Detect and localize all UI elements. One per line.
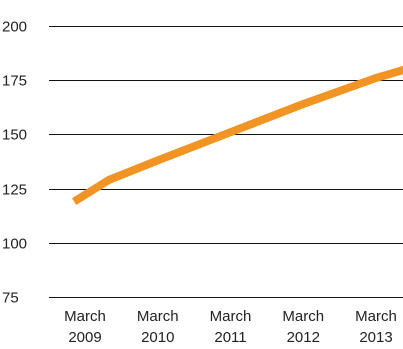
- y-tick-label: 150: [2, 127, 27, 144]
- gridlines: [49, 26, 403, 298]
- series-layer: [71, 65, 403, 205]
- x-tick-label: March 2010: [137, 308, 179, 346]
- x-tick-label: March 2011: [210, 308, 252, 346]
- y-tick-label: 125: [2, 182, 27, 199]
- series-line-0: [71, 65, 403, 205]
- y-tick-label: 175: [2, 73, 27, 90]
- x-tick-label: March 2012: [282, 308, 324, 346]
- y-tick-label: 100: [2, 236, 27, 253]
- x-tick-label: March 2013: [355, 308, 397, 346]
- y-tick-label: 75: [2, 290, 19, 307]
- y-tick-label: 200: [2, 19, 27, 36]
- x-axis-ticks: March 2009 March 2010 March 2011 March 2012 Marc…: [64, 308, 397, 346]
- y-axis-ticks: 75 100 125 150 175 200: [2, 19, 27, 307]
- x-tick-label: March 2009: [64, 308, 106, 346]
